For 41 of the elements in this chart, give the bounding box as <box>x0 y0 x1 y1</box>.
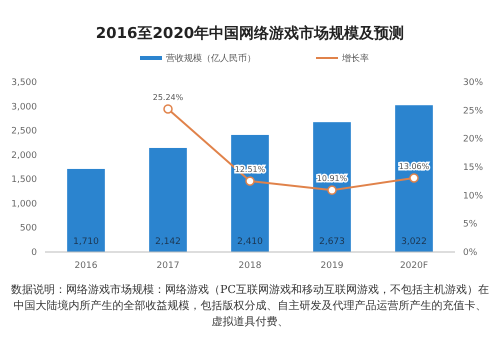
y2-tick-label: 30% <box>463 78 484 88</box>
point <box>327 185 337 195</box>
legend-label: 营收规模（亿人民币） <box>166 53 256 64</box>
y2-tick-label: 15% <box>463 163 484 173</box>
bar <box>231 134 269 252</box>
bar <box>149 148 187 252</box>
data-label: 13.06% <box>398 162 430 171</box>
text: 数据说明：网络游戏市场规模：网络游戏（PC互联网游戏和移动互联网游戏，不包括主机游戏）在中国大陆境内所产生的全部收益规模，包括版权分成、自主研发及代理产品运营所产生的充值卡、虚拟道具付费、 <box>10 282 490 330</box>
legend-label: 增长率 <box>341 53 369 64</box>
y-tick-label: 2,500 <box>11 126 38 137</box>
x-tick-label: 2016 <box>74 261 98 271</box>
y-tick-label: 0 <box>31 248 38 258</box>
y2-tick-label: 20% <box>463 134 484 145</box>
chart-title: 2016至2020年中国网络游戏市场规模及预测 <box>96 24 404 42</box>
y2-tick-label: 10% <box>463 191 484 202</box>
x-tick-label: 2017 <box>156 261 180 271</box>
y2-tick-label: 5% <box>463 220 478 230</box>
x-tick-label: 2019 <box>320 261 344 271</box>
x-tick-label: 2020F <box>400 261 428 271</box>
x-tick-label: 2018 <box>238 261 262 271</box>
y2-tick-label: 0% <box>463 248 478 258</box>
bar <box>313 122 351 252</box>
point <box>163 104 173 114</box>
data-label: 25.24% <box>152 92 184 102</box>
data-label: 1,710 <box>73 237 100 247</box>
bar <box>67 168 105 252</box>
point <box>409 173 419 183</box>
point <box>245 176 255 186</box>
bar <box>395 105 433 252</box>
y-tick-label: 1,500 <box>11 175 38 186</box>
y2-tick-label: 25% <box>463 106 484 116</box>
y-tick-label: 2,000 <box>11 150 38 161</box>
data-label: 2,142 <box>155 237 181 247</box>
data-label: 2,410 <box>237 237 264 247</box>
y-tick-label: 3,000 <box>11 102 38 112</box>
data-label: 10.91% <box>316 174 348 184</box>
y-tick-label: 1,000 <box>11 199 38 210</box>
data-label: 3,022 <box>401 237 427 247</box>
data-label: 2,673 <box>319 237 345 247</box>
y-tick-label: 500 <box>20 224 38 234</box>
y-tick-label: 3,500 <box>11 78 38 88</box>
